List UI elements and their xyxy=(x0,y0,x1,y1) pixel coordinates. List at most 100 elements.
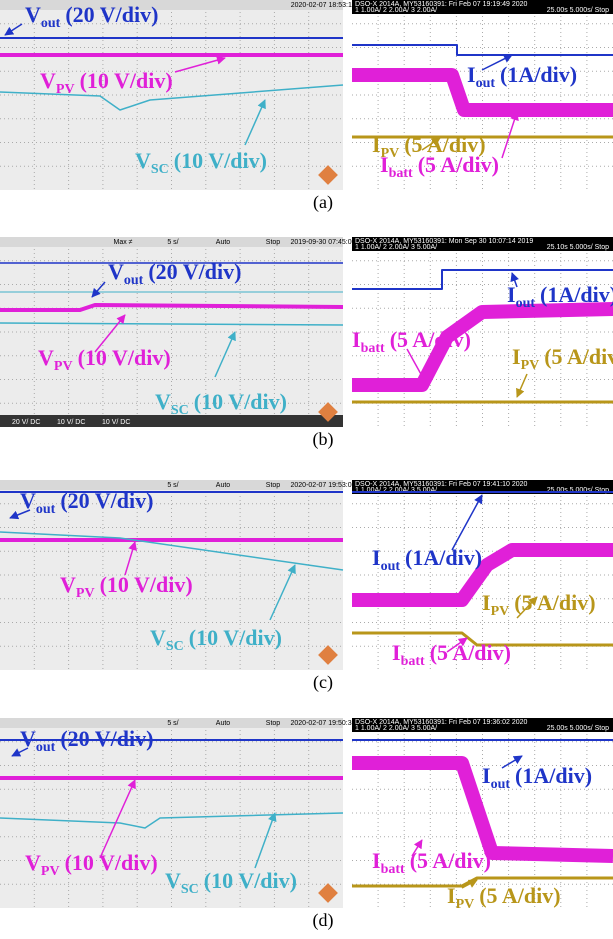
scope-left: 5 s/Auto Stop 2020-02-07 19:50:32 Vout (20 V… xyxy=(0,718,356,908)
signal-symbol: I xyxy=(467,62,476,87)
signal-subscript: batt xyxy=(389,166,413,181)
header-text: 1 1.00A/ 2 2.00A/ 3 2.00A/ xyxy=(355,7,437,14)
header-text: 25.00s 5.000s/ Stop xyxy=(547,7,609,14)
signal-scale: (5 A/div) xyxy=(390,327,471,352)
signal-scale: (5 A/div) xyxy=(479,883,560,908)
signal-scale: (1A/div) xyxy=(515,763,592,788)
signal-symbol: I xyxy=(482,763,491,788)
signal-scale: (5 A/div) xyxy=(544,344,613,369)
signal-subscript: PV xyxy=(54,359,73,374)
signal-subscript: out xyxy=(491,777,511,792)
signal-subscript: out xyxy=(36,740,56,755)
signal-subscript: PV xyxy=(56,82,75,97)
header-text: 2020-02-07 19:53:08 xyxy=(291,482,356,489)
footer-text: 10 V/ DC xyxy=(102,419,130,426)
signal-subscript: PV xyxy=(41,864,60,879)
signal-symbol: I xyxy=(392,640,401,665)
panel-label: (a) xyxy=(313,192,333,213)
header-text: Max ≠ xyxy=(113,239,132,246)
signal-scale: (1A/div) xyxy=(540,282,613,307)
header-text: 2020-02-07 19:50:32 xyxy=(291,720,356,727)
header-text: 2020-02-07 18:53:11 xyxy=(291,2,356,9)
signal-subscript: batt xyxy=(401,654,425,669)
scope-right: DSO-X 2014A, MY53160391: Fri Feb 07 19:1… xyxy=(352,0,613,190)
header-text: Stop xyxy=(266,239,281,246)
signal-scale: (20 V/div) xyxy=(60,726,153,751)
header-text: 5 s/ xyxy=(167,720,178,727)
header-text: Stop xyxy=(266,482,281,489)
signal-symbol: I xyxy=(372,848,381,873)
signal-scale: (10 V/div) xyxy=(65,850,158,875)
panel-label: (c) xyxy=(313,672,333,693)
footer-text: 20 V/ DC xyxy=(12,419,40,426)
signal-scale: (10 V/div) xyxy=(78,345,171,370)
signal-symbol: V xyxy=(25,2,41,27)
signal-scale: (10 V/div) xyxy=(174,148,267,173)
signal-symbol: I xyxy=(447,883,456,908)
signal-symbol: I xyxy=(352,327,361,352)
signal-subscript: SC xyxy=(171,403,189,418)
signal-scale: (10 V/div) xyxy=(204,868,297,893)
signal-scale: (10 V/div) xyxy=(80,68,173,93)
signal-subscript: out xyxy=(381,559,401,574)
signal-subscript: PV xyxy=(76,586,95,601)
signal-symbol: I xyxy=(512,344,521,369)
signal-symbol: I xyxy=(372,545,381,570)
panel-label: (b) xyxy=(313,429,334,450)
signal-scale: (20 V/div) xyxy=(148,259,241,284)
signal-subscript: out xyxy=(516,296,536,311)
signal-subscript: out xyxy=(124,273,144,288)
header-text: 1 1.00A/ 2 2.00A/ 3 5.00A/ xyxy=(355,244,437,251)
signal-symbol: I xyxy=(482,590,491,615)
signal-symbol: V xyxy=(60,572,76,597)
header-text: Stop xyxy=(266,720,281,727)
signal-subscript: PV xyxy=(521,358,540,373)
scope-left: Max ≠5 s/AutoStop2019-09-30 07:45:0720 V… xyxy=(0,237,356,427)
signal-symbol: I xyxy=(507,282,516,307)
signal-scale: (1A/div) xyxy=(500,62,577,87)
signal-scale: (20 V/div) xyxy=(60,488,153,513)
signal-scale: (5 A/div) xyxy=(418,152,499,177)
header-text: 2019-09-30 07:45:07 xyxy=(291,239,356,246)
footer-text: 10 V/ DC xyxy=(57,419,85,426)
signal-symbol: V xyxy=(25,850,41,875)
signal-subscript: out xyxy=(476,76,496,91)
signal-symbol: V xyxy=(40,68,56,93)
signal-scale: (20 V/div) xyxy=(65,2,158,27)
page: {"panels": [ {"label": "(a)", "left": {"… xyxy=(0,0,613,939)
scope-left: 5 s/Auto Stop 2020-02-07 19:53:08 Vout (20 V… xyxy=(0,480,356,670)
header-text: 5 s/ xyxy=(167,482,178,489)
signal-subscript: SC xyxy=(151,162,169,177)
signal-subscript: PV xyxy=(491,604,510,619)
signal-scale: (1A/div) xyxy=(405,545,482,570)
signal-scale: (5 A/div) xyxy=(430,640,511,665)
signal-symbol: V xyxy=(108,259,124,284)
signal-scale: (10 V/div) xyxy=(189,625,282,650)
panel-label: (d) xyxy=(313,910,334,931)
scope-right: DSO-X 2014A, MY53160391: Fri Feb 07 19:3… xyxy=(352,718,613,912)
header-text: 25.00s 5.000s/ Stop xyxy=(547,725,609,732)
header-text: Auto xyxy=(216,720,231,727)
signal-scale: (10 V/div) xyxy=(100,572,193,597)
signal-symbol: V xyxy=(155,389,171,414)
signal-symbol: V xyxy=(165,868,181,893)
header-text: Auto xyxy=(216,482,231,489)
signal-subscript: batt xyxy=(361,341,385,356)
signal-symbol: V xyxy=(135,148,151,173)
signal-symbol: V xyxy=(38,345,54,370)
signal-subscript: out xyxy=(41,16,61,31)
scope-right: DSO-X 2014A, MY53160391: Mon Sep 30 10:0… xyxy=(352,237,613,427)
signal-subscript: PV xyxy=(456,897,475,912)
signal-subscript: SC xyxy=(166,639,184,654)
signal-subscript: out xyxy=(36,502,56,517)
signal-subscript: batt xyxy=(381,862,405,877)
signal-symbol: V xyxy=(20,726,36,751)
scope-left: 2020-02-07 18:53:11Vout(20 V/div)VPV(10 … xyxy=(0,0,355,190)
figure: 2020-02-07 18:53:11Vout(20 V/div)VPV(10 … xyxy=(0,0,613,939)
scope-right: DSO-X 2014A, MY53160391: Fri Feb 07 19:4… xyxy=(352,480,613,670)
signal-scale: (10 V/div) xyxy=(194,389,287,414)
signal-subscript: SC xyxy=(181,882,199,897)
signal-scale: (5 A/div) xyxy=(514,590,595,615)
signal-symbol: V xyxy=(150,625,166,650)
signal-symbol: V xyxy=(20,488,36,513)
